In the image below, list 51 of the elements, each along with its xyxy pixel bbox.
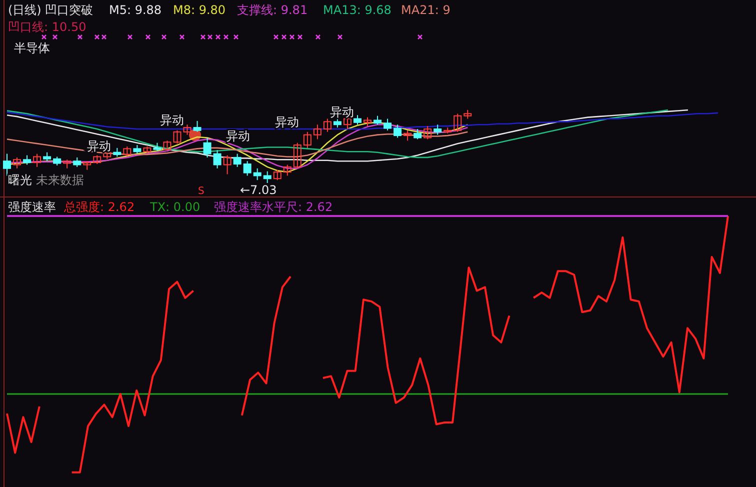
candlestick <box>394 124 402 138</box>
text: M5: 9.88 <box>109 3 162 17</box>
candlestick <box>73 156 82 168</box>
annotation: 异动 <box>330 105 354 119</box>
candlestick <box>303 131 312 148</box>
candlestick <box>223 154 232 175</box>
candlestick <box>313 124 322 140</box>
candlestick <box>263 170 272 184</box>
candlestick <box>283 164 292 176</box>
candlestick <box>123 146 132 156</box>
text: MA13: 9.68 <box>323 3 392 17</box>
candlestick <box>243 160 252 176</box>
annotation: 曙光 <box>8 173 32 187</box>
candlestick <box>233 153 242 168</box>
ref-line-label: TX: 0.00 <box>149 200 200 214</box>
text: S <box>198 186 204 197</box>
candlestick <box>414 128 422 140</box>
candlestick <box>293 142 302 169</box>
text: 凹口线: 10.50 <box>8 20 86 34</box>
candlestick <box>203 137 212 158</box>
chart-title: (日线) 凹口突破 <box>8 3 94 17</box>
annotation: 未来数据 <box>36 173 84 187</box>
candlestick <box>353 114 362 126</box>
candlestick <box>454 113 462 132</box>
candlestick <box>213 150 222 169</box>
candlestick <box>323 118 332 132</box>
text: 总强度: 2.62 <box>63 200 135 214</box>
candlestick <box>253 168 262 181</box>
candlestick <box>23 154 32 166</box>
annotation: ←7.03 <box>240 183 277 197</box>
text: M8: 9.80 <box>173 3 226 17</box>
candlestick <box>273 169 282 181</box>
text: MA21: 9 <box>401 3 450 17</box>
candlestick <box>404 130 412 142</box>
candlestick <box>163 140 172 151</box>
annotation: 异动 <box>275 115 299 129</box>
candlestick <box>424 126 432 140</box>
annotation: 异动 <box>226 129 250 143</box>
candlestick <box>173 130 182 144</box>
text: 半导体 <box>14 41 50 55</box>
annotation: 异动 <box>87 139 111 153</box>
candlestick <box>384 118 392 131</box>
candlestick <box>33 153 42 168</box>
candlestick <box>13 156 22 169</box>
candlestick <box>183 124 192 136</box>
candlestick <box>193 120 202 132</box>
candlestick <box>434 124 442 136</box>
series-label: 强度速率水平尺: 2.62 <box>214 200 333 214</box>
text: 支撑线: 9.81 <box>237 3 308 17</box>
chart-title: 强度速率 <box>8 200 56 214</box>
annotation: 异动 <box>160 113 184 127</box>
